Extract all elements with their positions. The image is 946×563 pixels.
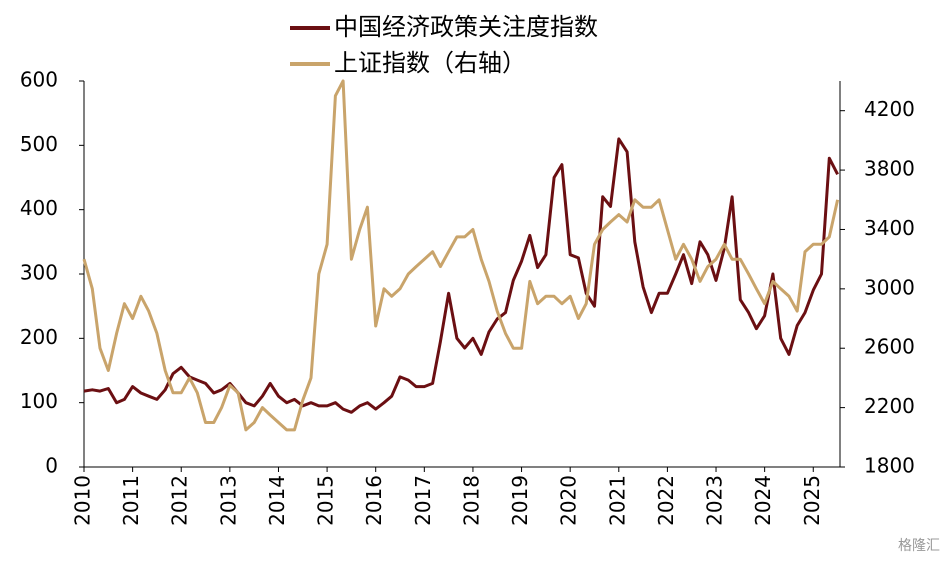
x-tick-label: 2021: [605, 475, 629, 526]
x-tick-label: 2014: [265, 475, 289, 526]
y-tick-label: 100: [20, 389, 58, 413]
y2-tick-label: 3000: [864, 275, 915, 299]
series-line: [82, 79, 840, 432]
series-line: [83, 137, 839, 414]
y2-tick-label: 3800: [864, 157, 915, 181]
x-tick-label: 2024: [751, 475, 775, 526]
y-tick-label: 0: [45, 454, 58, 478]
y2-tick-label: 1800: [864, 454, 915, 478]
x-tick-label: 2020: [557, 475, 581, 526]
x-tick-label: 2013: [216, 475, 240, 526]
watermark: 格隆汇: [898, 538, 940, 554]
y-tick-label: 600: [20, 68, 58, 92]
y2-tick-label: 3400: [864, 216, 915, 240]
y2-tick-label: 2200: [864, 394, 915, 418]
x-tick-label: 2018: [459, 475, 483, 526]
y2-tick-label: 4200: [864, 97, 915, 121]
x-tick-label: 2012: [168, 475, 192, 526]
x-tick-label: 2010: [71, 475, 95, 526]
x-tick-label: 2016: [362, 475, 386, 526]
y-tick-label: 500: [20, 132, 58, 156]
x-tick-label: 2015: [314, 475, 338, 526]
y-tick-label: 200: [20, 325, 58, 349]
y-tick-label: 400: [20, 196, 58, 220]
legend-label: 中国经济政策关注度指数: [334, 13, 598, 41]
x-tick-label: 2025: [800, 475, 824, 526]
y2-tick-label: 2600: [864, 335, 915, 359]
x-tick-label: 2019: [508, 475, 532, 526]
legend-label: 上证指数（右轴）: [334, 49, 526, 77]
x-tick-label: 2022: [654, 475, 678, 526]
x-tick-label: 2011: [119, 475, 143, 526]
x-tick-label: 2017: [411, 475, 435, 526]
x-tick-label: 2023: [703, 475, 727, 526]
y-tick-label: 300: [20, 261, 58, 285]
